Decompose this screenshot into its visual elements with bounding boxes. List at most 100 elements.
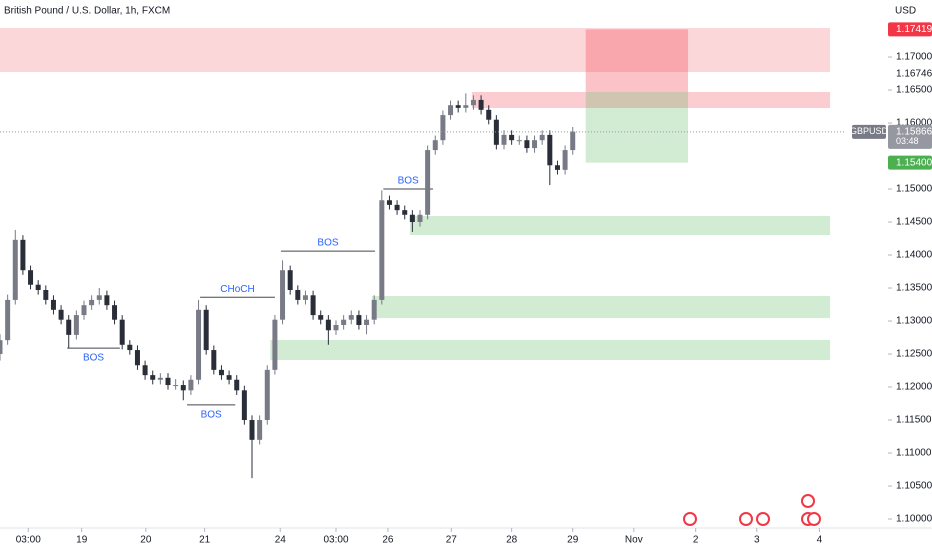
price-badge-label: 1.15400 [896,157,932,168]
x-tick-label: Nov [625,535,643,546]
y-tick-label: 1.17000 [896,52,932,63]
candle-body [241,390,247,421]
price-badge-label: 1.15866 [896,127,932,138]
candle-body [35,284,41,291]
event-icon [807,512,821,526]
candle-body [295,290,301,300]
candle-body [302,295,308,300]
candle-body [234,379,240,391]
candle-body [226,375,232,380]
price-badge [888,22,932,37]
candle-body [532,140,538,149]
x-tick-label: 27 [446,535,458,546]
y-tick-label: 1.12500 [896,349,932,360]
candle-body [470,99,476,106]
candle-body [188,379,194,391]
zone [371,296,831,319]
x-tick-label: 21 [199,535,211,546]
candle-body [196,309,202,380]
candle-body [554,165,560,170]
candle-body [341,319,347,325]
plot-area: BOS BOS CHoCH BOS BOS [0,28,845,479]
candle-body [104,295,110,306]
candle-body [318,315,324,320]
event-icon [739,512,753,526]
y-tick-label: 1.12000 [896,382,932,393]
candle-body [180,385,186,391]
candle-body [257,420,263,440]
zone [270,340,831,361]
candle-body [394,204,400,211]
x-tick-label: 4 [817,535,823,546]
structure-label: CHoCH [220,284,254,295]
y-tick-label: 1.13000 [896,316,932,327]
candle-body [12,239,18,300]
price-badge-label: 1.16746 [896,68,932,79]
x-tick-label: 24 [275,535,287,546]
candle-body [486,109,492,120]
candle-body [310,295,316,316]
candle-body [440,115,446,141]
candle-body [20,239,26,271]
candle-body [524,140,530,149]
candle-body [157,377,163,380]
candle-body [333,324,339,331]
y-tick-label: 1.11500 [896,415,932,426]
structure-label: BOS [398,176,419,187]
candle-body [562,150,568,170]
candle-body [409,214,415,223]
x-tick-label: 26 [382,535,394,546]
price-badge [888,124,932,149]
candle-body [287,270,293,291]
y-tick-label: 1.14000 [896,250,932,261]
symbol-badge [852,124,886,139]
candle-body [173,385,179,387]
x-tick-label: 03:00 [16,535,41,546]
y-tick-label: 1.10500 [896,481,932,492]
candle-body [371,299,377,320]
x-tick-label: 2 [693,535,699,546]
candle-body [249,420,255,440]
candle-body [73,315,79,335]
candle-body [386,200,392,205]
candle-body [356,315,362,325]
candle-body [203,309,209,351]
event-icon [801,494,815,508]
candle-body [570,131,576,151]
candle-body [516,140,522,142]
event-icons [683,494,821,526]
x-tick-label: 3 [754,535,760,546]
y-tick-label: 1.15000 [896,184,932,195]
candle-body [119,319,125,345]
candle-body [96,295,102,300]
y-tick-label: 1.16000 [896,118,932,129]
x-tick-label: 20 [140,535,152,546]
x-tick-label: 19 [76,535,88,546]
candle-body [211,350,217,370]
candle-body [478,99,484,110]
candle-body [272,319,278,370]
zone [471,92,831,109]
event-icon [756,512,770,526]
candle-body [280,270,286,320]
candle-body [501,134,507,145]
candle-body [43,290,49,300]
candle-body [218,369,224,376]
candle-body [5,299,11,341]
candle-body [165,377,171,386]
structure-label: BOS [201,409,222,420]
candle-body [28,270,34,285]
position-stop [585,29,689,93]
candle-body [493,119,499,145]
candle-body [264,369,270,421]
candle-body [455,105,461,108]
y-tick-label: 1.14500 [896,217,932,228]
candle-body [134,350,140,366]
candle-body [58,309,64,320]
candle-body [81,305,87,316]
candle-body [539,134,545,141]
candle-body [432,140,438,151]
candle-body [547,134,553,166]
y-tick-label: 1.10000 [896,514,932,525]
